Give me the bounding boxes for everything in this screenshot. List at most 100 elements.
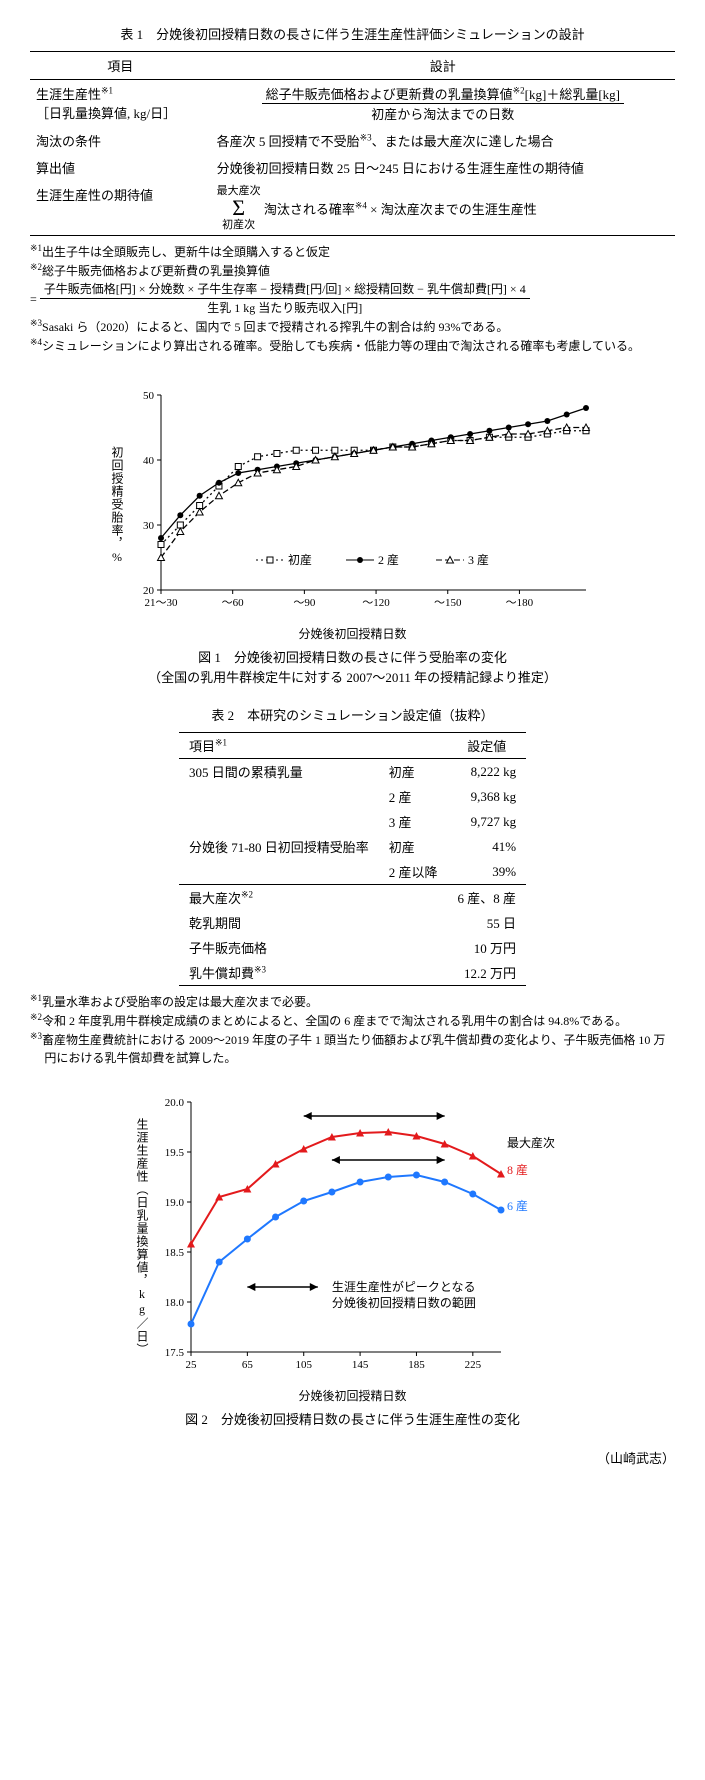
sigma-right-b: × 淘汰産次までの生涯生産性 (367, 202, 537, 217)
table1-row3-item: 生涯生産性の期待値 (30, 181, 211, 236)
tbl2-item: 最大産次※2 (179, 885, 448, 911)
figure2-wrap: 生涯生産性（日乳量換算値，kg／日） 17.5 18.0 18.5 19.0 19.5 2… (30, 1087, 675, 1387)
svg-text:～150: ～150 (434, 597, 462, 609)
tbl2-item (179, 859, 379, 885)
table2-title: 表 2 本研究のシミュレーション設定値（抜粋） (30, 705, 675, 724)
svg-text:初産: 初産 (288, 552, 312, 567)
tbl2-val: 12.2 万円 (448, 960, 527, 986)
svg-text:2 産: 2 産 (378, 552, 399, 567)
sigma-right-a: 淘汰される確率 (264, 202, 355, 217)
fn1-mark: ※1 (30, 243, 42, 253)
tbl1-r1-b: 、または最大産次に達した場合 (372, 134, 554, 149)
author-line: （山崎武志） (30, 1448, 675, 1467)
tbl2-val: 6 産、8 産 (448, 885, 527, 911)
svg-text:分娩後初回授精日数の範囲: 分娩後初回授精日数の範囲 (332, 1295, 476, 1310)
fn1-text: 出生子牛は全頭販売し、更新牛は全頭購入すると仮定 (42, 245, 330, 259)
table1-row0-design: 総子牛販売価格および更新費の乳量換算値※2[kg]＋総乳量[kg] 初産から淘汰… (211, 80, 675, 128)
svg-text:生涯生産性がピークとなる: 生涯生産性がピークとなる (332, 1279, 476, 1294)
figure1-ylabel: 初回授精受胎率，% (109, 446, 126, 565)
svg-text:～180: ～180 (506, 597, 534, 609)
tbl2-mid: 2 産 (379, 784, 448, 809)
figure2-xlabel: 分娩後初回授精日数 (30, 1387, 675, 1404)
table1-footnotes: ※1出生子牛は全頭販売し、更新牛は全頭購入すると仮定 ※2総子牛販売価格および更… (30, 242, 675, 355)
table1-title: 表 1 分娩後初回授精日数の長さに伴う生涯生産性評価シミュレーションの設計 (30, 24, 675, 43)
table2-footnotes: ※1乳量水準および受胎率の設定は最大産次まで必要。※2令和 2 年度乳用牛群検定… (30, 992, 675, 1067)
tbl2-item (179, 809, 379, 834)
tbl2-val: 55 日 (448, 910, 527, 935)
svg-text:30: 30 (143, 520, 155, 532)
svg-text:～60: ～60 (222, 597, 244, 609)
tbl2-footnote: ※3畜産物生産費統計における 2009～2019 年度の子牛 1 頭当たり価額お… (30, 1030, 675, 1067)
svg-text:17.5: 17.5 (165, 1347, 185, 1359)
fn-eq-num: 子牛販売価格[円] × 分娩数 × 子牛生存率 − 授精費[円/回] × 総授精… (40, 280, 530, 299)
svg-text:105: 105 (295, 1359, 312, 1371)
svg-text:8 産: 8 産 (507, 1162, 528, 1177)
tbl2-item: 乾乳期間 (179, 910, 448, 935)
tbl2-mid: 初産 (379, 834, 448, 859)
svg-text:50: 50 (143, 390, 155, 402)
svg-text:185: 185 (408, 1359, 425, 1371)
tbl2-h3: 設定値 (448, 733, 527, 759)
tbl2-val: 10 万円 (448, 935, 527, 960)
table2: 項目※1 設定値 305 日間の累積乳量初産8,222 kg2 産9,368 k… (179, 732, 526, 986)
tbl2-footnote: ※1乳量水準および受胎率の設定は最大産次まで必要。 (30, 992, 675, 1011)
svg-text:21～30: 21～30 (145, 597, 178, 609)
svg-text:18.0: 18.0 (165, 1297, 185, 1309)
tbl2-footnote: ※2令和 2 年度乳用牛群検定成績のまとめによると、全国の 6 産までで淘汰され… (30, 1011, 675, 1030)
table1-row1-design: 各産次 5 回授精で不受胎※3、または最大産次に達した場合 (211, 127, 675, 154)
figure2-chart: 17.518.018.519.019.520.02565105145185225… (151, 1087, 571, 1387)
fn4-text: シミュレーションにより算出される確率。受胎しても疾病・低能力等の理由で淘汰される… (42, 339, 640, 353)
fn2-mark: ※2 (30, 262, 42, 272)
table1-row2-design: 分娩後初回授精日数 25 日～245 日における生涯生産性の期待値 (211, 154, 675, 181)
figure1-caption-line1: 図 1 分娩後初回授精日数の長さに伴う受胎率の変化 (30, 648, 675, 668)
tbl2-val: 8,222 kg (448, 759, 527, 785)
tbl2-h1: 項目 (189, 739, 215, 754)
tbl2-val: 9,727 kg (448, 809, 527, 834)
tbl2-mid: 3 産 (379, 809, 448, 834)
tbl2-mid: 2 産以降 (379, 859, 448, 885)
tbl2-mid: 初産 (379, 759, 448, 785)
sigma-bot: 初産次 (222, 219, 255, 231)
fn4-mark: ※4 (30, 337, 42, 347)
tbl2-item: 分娩後 71-80 日初回授精受胎率 (179, 834, 379, 859)
svg-text:19.5: 19.5 (165, 1147, 185, 1159)
svg-text:18.5: 18.5 (165, 1247, 185, 1259)
sigma-sup: ※4 (355, 200, 367, 210)
table1-row2-item: 算出値 (30, 154, 211, 181)
figure1-wrap: 初回授精受胎率，% 2030405021～30～60～90～120～150～18… (30, 385, 675, 625)
figure1-xlabel: 分娩後初回授精日数 (30, 625, 675, 642)
tbl2-item: 乳牛償却費※3 (179, 960, 448, 986)
svg-text:25: 25 (186, 1359, 198, 1371)
tbl1-r0-num-sup: ※2 (513, 86, 525, 96)
tbl2-item (179, 784, 379, 809)
svg-text:40: 40 (143, 455, 155, 467)
fn3-mark: ※3 (30, 318, 42, 328)
svg-text:最大産次: 最大産次 (507, 1135, 555, 1150)
tbl1-r1-a: 各産次 5 回授精で不受胎 (217, 134, 360, 149)
tbl2-val: 41% (448, 834, 527, 859)
fn-eq-den: 生乳 1 kg 当たり販売収入[円] (40, 299, 530, 317)
fn3-text: Sasaki ら（2020）によると、国内で 5 回まで授精される搾乳牛の割合は… (42, 320, 508, 334)
tbl1-r1-sup: ※3 (360, 133, 372, 143)
svg-text:3 産: 3 産 (468, 552, 489, 567)
tbl2-item: 子牛販売価格 (179, 935, 448, 960)
fn2-text: 総子牛販売価格および更新費の乳量換算値 (42, 264, 270, 278)
figure1-caption-line2: （全国の乳用牛群検定牛に対する 2007～2011 年の授精記録より推定） (30, 668, 675, 688)
svg-text:19.0: 19.0 (165, 1197, 185, 1209)
table1-header-col1: 項目 (30, 52, 211, 80)
figure2-ylabel: 生涯生産性（日乳量換算値，kg／日） (134, 1118, 151, 1356)
table1-header-col2: 設計 (211, 52, 675, 80)
tbl1-r0-item-text: 生涯生産性 (36, 87, 101, 102)
tbl2-item: 305 日間の累積乳量 (179, 759, 379, 785)
svg-text:65: 65 (242, 1359, 254, 1371)
tbl2-val: 39% (448, 859, 527, 885)
figure2-caption: 図 2 分娩後初回授精日数の長さに伴う生涯生産性の変化 (30, 1410, 675, 1430)
table1-row1-item: 淘汰の条件 (30, 127, 211, 154)
tbl1-r0-sup: ※1 (101, 86, 113, 96)
tbl1-r0-sub: ［日乳量換算値, kg/日］ (36, 106, 176, 121)
tbl2-h1-sup: ※1 (215, 738, 227, 748)
svg-text:20.0: 20.0 (165, 1097, 185, 1109)
tbl2-val: 9,368 kg (448, 784, 527, 809)
svg-text:20: 20 (143, 585, 155, 597)
sigma-symbol: 最大産次 Σ 初産次 (217, 185, 261, 231)
